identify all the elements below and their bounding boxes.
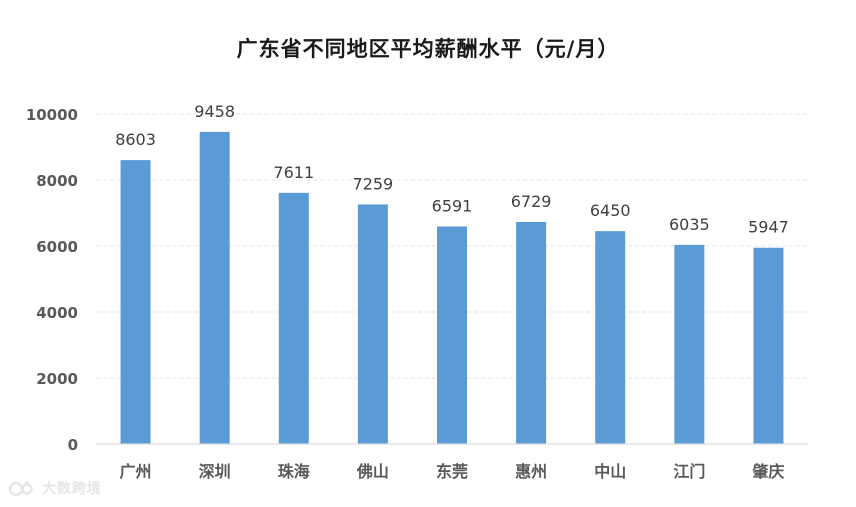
x-tick-label: 东莞 [436, 462, 468, 481]
data-label: 6450 [590, 201, 631, 220]
y-axis-ticks: 0 2000 4000 6000 8000 10000 [26, 106, 78, 454]
data-label: 6729 [511, 192, 552, 211]
y-tick-label: 0 [68, 436, 78, 454]
watermark: 大数跨境 [8, 478, 102, 499]
bar [357, 204, 388, 444]
x-tick-label: 珠海 [278, 462, 310, 481]
bar [674, 244, 705, 444]
data-label: 6591 [432, 196, 473, 215]
x-tick-label: 广州 [120, 462, 152, 481]
data-label: 8603 [115, 130, 156, 149]
bar [516, 221, 547, 444]
y-tick-label: 4000 [36, 304, 78, 322]
x-tick-label: 江门 [673, 462, 705, 481]
y-tick-label: 8000 [36, 172, 78, 190]
x-tick-label: 佛山 [356, 462, 389, 481]
data-label: 5947 [748, 218, 789, 237]
data-label: 7611 [273, 163, 314, 182]
x-tick-label: 惠州 [515, 462, 547, 481]
x-tick-label: 中山 [594, 462, 626, 481]
bar [753, 247, 784, 444]
watermark-logo-icon [8, 481, 33, 497]
bar [437, 226, 467, 444]
x-tick-label: 肇庆 [751, 462, 784, 481]
bar [595, 231, 626, 444]
bar [120, 160, 151, 444]
data-label: 6035 [669, 215, 710, 234]
data-labels: 8603 9458 7611 7259 6591 6729 6450 6035 5947 [115, 102, 789, 237]
y-tick-label: 2000 [36, 370, 78, 388]
data-label: 9458 [194, 102, 235, 121]
y-tick-label: 6000 [36, 238, 78, 256]
watermark-text: 大数跨境 [41, 481, 102, 497]
bar [278, 192, 309, 444]
y-tick-label: 10000 [26, 106, 78, 124]
x-axis-ticks: 广州 深圳 珠海 佛山 东莞 惠州 中山 江门 肇庆 [120, 462, 785, 481]
bars [120, 131, 784, 445]
chart-title: 广东省不同地区平均薪酬水平（元/月） [236, 37, 620, 61]
data-label: 7259 [353, 174, 394, 193]
x-tick-label: 深圳 [199, 462, 231, 481]
bar [199, 131, 230, 445]
